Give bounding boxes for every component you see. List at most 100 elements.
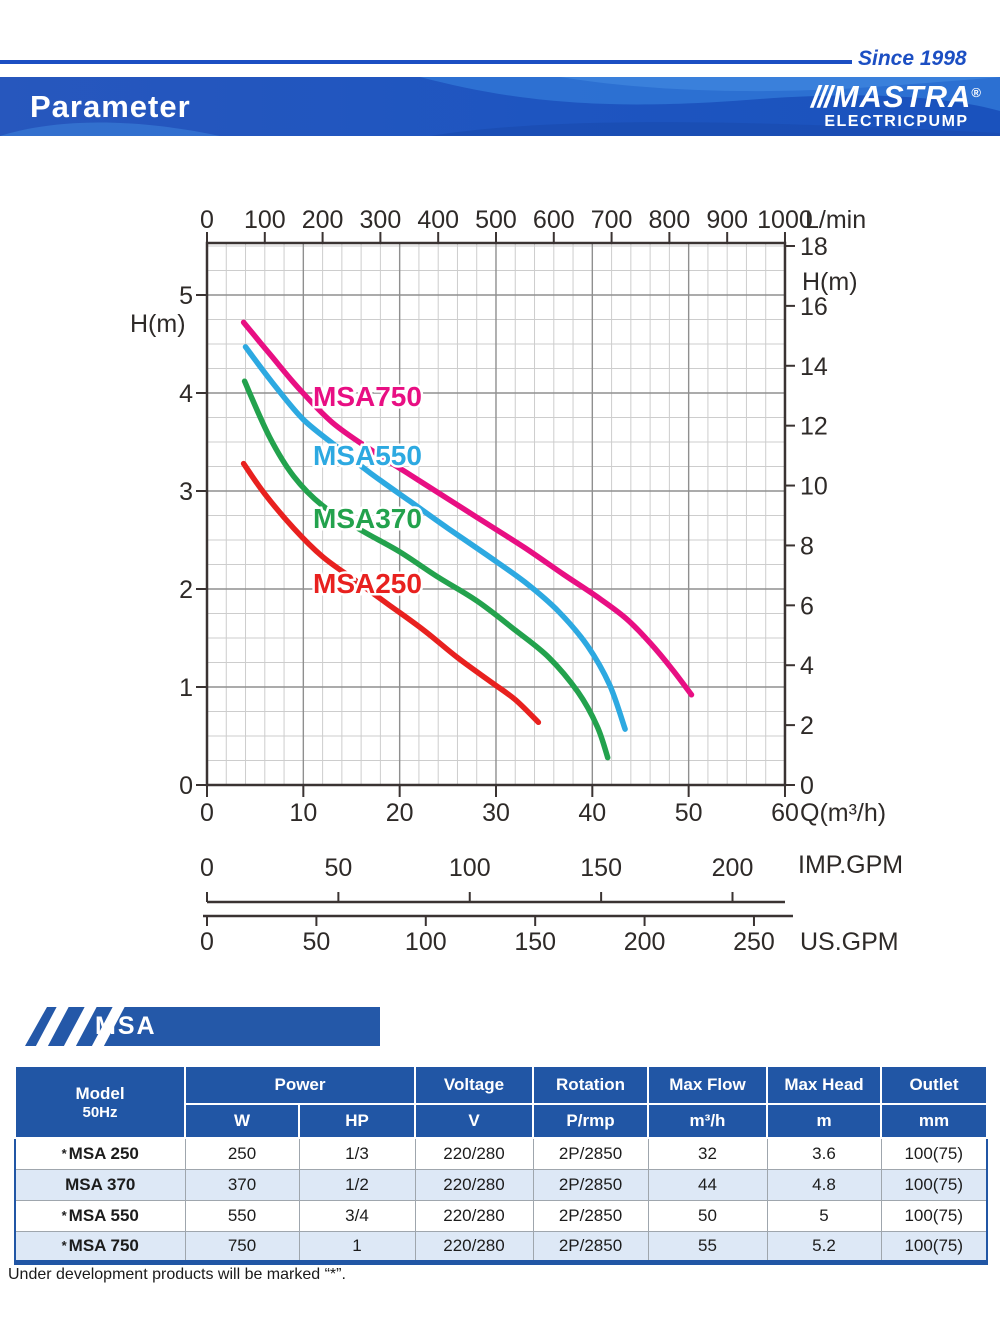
value-cell: 750 xyxy=(184,1230,300,1263)
curve-msa370 xyxy=(241,378,611,761)
axis-tick-label: 600 xyxy=(533,206,575,234)
col-unit-header: V xyxy=(414,1103,534,1139)
value-cell: 220/280 xyxy=(414,1230,534,1263)
axis-tick-label: H(m) xyxy=(130,310,186,338)
col-header-rotation: Rotation xyxy=(532,1065,649,1105)
axis-tick-label: 1000 xyxy=(757,206,813,234)
axis-tick-label: 150 xyxy=(514,928,556,956)
col-unit-header: m³/h xyxy=(647,1103,768,1139)
brand-logo-mark: ///MASTRA® xyxy=(811,81,982,112)
value-cell: 3.6 xyxy=(766,1137,882,1170)
value-cell: 220/280 xyxy=(414,1137,534,1170)
col-unit-header: HP xyxy=(298,1103,416,1139)
footnote: Under development products will be marke… xyxy=(8,1266,346,1283)
value-cell: 2P/2850 xyxy=(532,1230,649,1263)
col-header-model: Model 50Hz xyxy=(14,1065,186,1139)
curve-msa750 xyxy=(240,319,695,698)
model-cell: * MSA 750 xyxy=(14,1230,186,1263)
axis-tick-label: 2 xyxy=(800,712,814,740)
page-title: Parameter xyxy=(30,89,191,124)
logo-name: MASTRA xyxy=(832,79,972,114)
col-header-outlet: Outlet xyxy=(880,1065,988,1105)
value-cell: 2P/2850 xyxy=(532,1199,649,1232)
axis-tick-label: 0 xyxy=(200,206,214,234)
axis-tick-label: IMP.GPM xyxy=(798,851,903,879)
model-cell: * MSA 550 xyxy=(14,1199,186,1232)
axis-tick-label: 150 xyxy=(580,854,622,882)
logo-subtitle: ELECTRICPUMP xyxy=(824,113,969,130)
axis-tick-label: 200 xyxy=(712,854,754,882)
series-label: MSA550 xyxy=(313,440,422,471)
axis-tick-label: 12 xyxy=(800,413,828,441)
header-rule xyxy=(0,60,852,64)
axis-tick-label: 100 xyxy=(244,206,286,234)
table-row: * MSA 550 550 3/4 220/280 2P/2850 50 5 100(75) xyxy=(14,1199,988,1232)
value-cell: 44 xyxy=(647,1168,768,1201)
value-cell: 2P/2850 xyxy=(532,1137,649,1170)
axis-tick-label: 6 xyxy=(800,592,814,620)
specification-table: Model 50Hz Power Voltage Rotation Max Flow Max… xyxy=(14,1065,988,1265)
series-label: MSA750 xyxy=(313,381,422,412)
value-cell: 55 xyxy=(647,1230,768,1263)
logo-slashes-icon: /// xyxy=(810,79,833,114)
axis-tick-label: H(m) xyxy=(802,268,858,296)
axis-tick-label: 16 xyxy=(800,293,828,321)
value-cell: 3/4 xyxy=(298,1199,416,1232)
value-cell: 2P/2850 xyxy=(532,1168,649,1201)
axis-tick-label: 50 xyxy=(675,799,703,827)
axis-tick-label: 18 xyxy=(800,233,828,261)
axis-tick-label: 20 xyxy=(386,799,414,827)
axis-tick-label: 0 xyxy=(179,772,193,800)
col-unit-header: mm xyxy=(880,1103,988,1139)
series-label: MSA370 xyxy=(313,503,422,534)
value-cell: 50 xyxy=(647,1199,768,1232)
axis-tick-label: 250 xyxy=(733,928,775,956)
section-tab-msa: MSA xyxy=(0,1005,400,1049)
axis-tick-label: 700 xyxy=(591,206,633,234)
value-cell: 220/280 xyxy=(414,1199,534,1232)
axis-tick-label: 10 xyxy=(289,799,317,827)
axis-tick-label: 500 xyxy=(475,206,517,234)
axis-tick-label: 10 xyxy=(800,473,828,501)
value-cell: 550 xyxy=(184,1199,300,1232)
axis-tick-label: 8 xyxy=(800,532,814,560)
col-header-power: Power xyxy=(184,1065,416,1105)
axis-tick-label: 30 xyxy=(482,799,510,827)
under-development-star: * xyxy=(61,1237,67,1253)
value-cell: 370 xyxy=(184,1168,300,1201)
axis-tick-label: Q(m³/h) xyxy=(800,799,886,827)
model-cell: MSA 370 xyxy=(14,1168,186,1201)
brand-logo: ///MASTRA® ELECTRICPUMP xyxy=(811,81,982,131)
value-cell: 100(75) xyxy=(880,1137,988,1170)
value-cell: 5.2 xyxy=(766,1230,882,1263)
axis-tick-label: 100 xyxy=(449,854,491,882)
pump-curve-chart: 0 100 200 300 400 500 600 700 800 900 1000 L/min 0 1 2… xyxy=(0,195,1000,965)
under-development-star: * xyxy=(61,1145,67,1161)
axis-tick-label: 800 xyxy=(649,206,691,234)
col-unit-header: W xyxy=(184,1103,300,1139)
axis-tick-label: 1 xyxy=(179,674,193,702)
table-row: MSA 370 370 1/2 220/280 2P/2850 44 4.8 100(75) xyxy=(14,1168,988,1201)
axis-tick-label: 40 xyxy=(578,799,606,827)
section-tab-label: MSA xyxy=(95,1012,157,1040)
axis-tick-label: 14 xyxy=(800,353,828,381)
registered-mark-icon: ® xyxy=(971,85,982,100)
axis-tick-label: 0 xyxy=(200,854,214,882)
curve-msa250 xyxy=(240,460,542,726)
axis-tick-label: 0 xyxy=(200,928,214,956)
table-row: * MSA 250 250 1/3 220/280 2P/2850 32 3.6 100(75) xyxy=(14,1137,988,1170)
value-cell: 1/2 xyxy=(298,1168,416,1201)
axis-tick-label: 200 xyxy=(624,928,666,956)
since-1998-text: Since 1998 xyxy=(858,47,967,70)
value-cell: 100(75) xyxy=(880,1199,988,1232)
axis-tick-label: L/min xyxy=(805,206,866,234)
axis-tick-label: 0 xyxy=(200,799,214,827)
axis-tick-label: 100 xyxy=(405,928,447,956)
series-label: MSA250 xyxy=(313,568,422,599)
table-row: * MSA 750 750 1 220/280 2P/2850 55 5.2 100(75) xyxy=(14,1230,988,1263)
axis-tick-label: 200 xyxy=(302,206,344,234)
value-cell: 1 xyxy=(298,1230,416,1263)
axis-tick-label: 60 xyxy=(771,799,799,827)
value-cell: 32 xyxy=(647,1137,768,1170)
